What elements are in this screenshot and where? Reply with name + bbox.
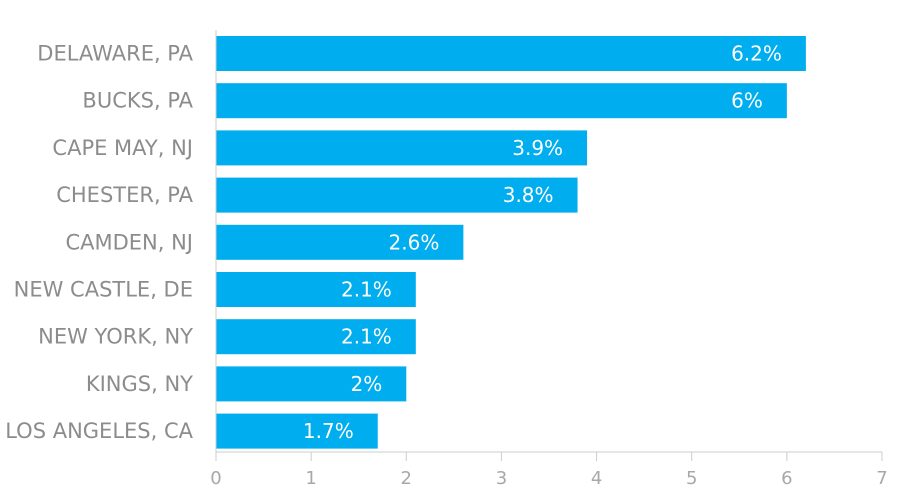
x-tick-label: 6	[781, 468, 792, 489]
category-label: CHESTER, PA	[56, 183, 193, 207]
data-label: 2.1%	[341, 278, 392, 302]
category-label: CAMDEN, NJ	[65, 230, 193, 254]
bar	[216, 177, 578, 213]
category-label: NEW CASTLE, DE	[14, 278, 193, 302]
data-label: 1.7%	[303, 419, 354, 443]
data-label: 6.2%	[731, 42, 782, 66]
category-label: CAPE MAY, NJ	[52, 136, 193, 160]
bar	[216, 224, 464, 260]
bars-layer	[216, 36, 806, 449]
bar	[216, 413, 378, 449]
bar	[216, 319, 416, 355]
category-labels: DELAWARE, PA BUCKS, PA CAPE MAY, NJ CHESTER…	[5, 42, 193, 444]
data-label: 2.1%	[341, 325, 392, 349]
bar	[216, 36, 806, 71]
x-tick-label: 1	[305, 468, 316, 489]
x-axis: 0 1 2 3 4 5 6 7	[210, 30, 888, 489]
x-tick-label: 2	[401, 468, 412, 489]
data-labels: 6.2% 6% 3.9% 3.8% 2.6% 2.1% 2.1% 2% 1.7%	[303, 42, 782, 444]
bar	[216, 366, 407, 402]
category-label: LOS ANGELES, CA	[5, 419, 193, 443]
x-tick-label: 0	[210, 468, 221, 489]
category-label: KINGS, NY	[86, 372, 193, 396]
bar	[216, 83, 787, 119]
data-label: 2%	[351, 372, 383, 396]
bar	[216, 272, 416, 307]
bar	[216, 130, 588, 166]
x-tick-label: 4	[591, 468, 602, 489]
category-label: NEW YORK, NY	[38, 325, 193, 349]
x-tick-label: 3	[496, 468, 507, 489]
data-label: 3.9%	[512, 136, 563, 160]
data-label: 6%	[731, 89, 763, 113]
data-label: 3.8%	[503, 183, 554, 207]
data-label: 2.6%	[389, 230, 440, 254]
x-tick-label: 7	[876, 468, 887, 489]
x-tick-label: 5	[686, 468, 697, 489]
category-label: DELAWARE, PA	[37, 42, 193, 66]
category-label: BUCKS, PA	[82, 89, 193, 113]
